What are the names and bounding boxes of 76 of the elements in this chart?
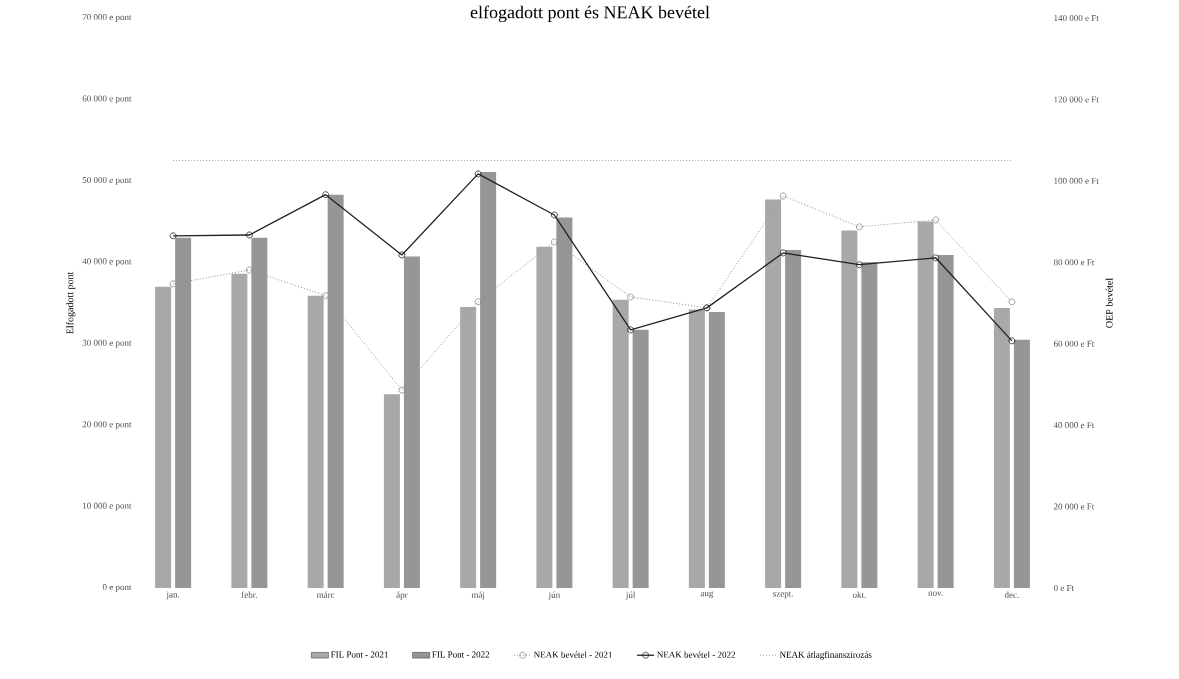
y2-tick-label: 60 000 e Ft: [1053, 340, 1095, 347]
bar: [765, 199, 782, 588]
bar: [785, 250, 802, 588]
point: [550, 211, 558, 219]
x-tick-label: júl: [625, 591, 636, 600]
y-tick-label: 70 000 e pont: [82, 14, 132, 22]
chart-title: elfogadott pont és NEAK bevétel: [470, 5, 710, 23]
y2-axis-title: OEP bevétel: [1105, 278, 1113, 328]
bar: [632, 329, 649, 588]
point: [169, 232, 177, 240]
bar: [708, 311, 725, 588]
y2-tick-label: 20 000 e Ft: [1053, 503, 1095, 510]
legend-label: FIL Pont - 2021: [330, 651, 388, 658]
point: [779, 249, 787, 257]
y-tick-label: 0 e pont: [102, 584, 132, 592]
point: [855, 261, 863, 269]
bar: [307, 295, 324, 588]
point: [627, 293, 635, 301]
bar: [937, 254, 954, 588]
bar: [688, 309, 705, 588]
legend-label: NEAK átlagfinanszírozás: [779, 651, 872, 660]
bar: [841, 230, 858, 588]
point: [855, 223, 863, 231]
point: [932, 216, 940, 224]
y-tick-label: 30 000 e pont: [82, 339, 132, 348]
x-tick-label: dec.: [1004, 591, 1019, 598]
x-tick-label: okt.: [852, 591, 866, 598]
bar: [612, 299, 629, 588]
point: [932, 254, 940, 262]
y-tick-label: 10 000 e pont: [83, 502, 132, 511]
x-tick-label: máj: [471, 591, 485, 600]
x-tick-label: nov.: [928, 591, 943, 596]
point: [474, 170, 482, 178]
point: [322, 292, 330, 300]
legend-label: NEAK bevétel - 2021: [533, 651, 612, 658]
bar: [231, 273, 248, 588]
legend-label: FIL Pont - 2022: [432, 651, 490, 658]
bar: [1013, 339, 1030, 588]
bar: [917, 221, 934, 588]
y2-tick-label: 40 000 e Ft: [1053, 422, 1095, 429]
point: [322, 191, 330, 199]
y2-tick-label: 80 000 e Ft: [1053, 259, 1095, 266]
y-tick-label: 60 000 e pont: [82, 95, 132, 104]
point: [1008, 337, 1016, 345]
bar: [861, 262, 878, 588]
bar: [536, 246, 553, 588]
y-axis-title: Elfogadott pont: [66, 271, 76, 334]
y2-tick-label: 100 000 e Ft: [1054, 177, 1099, 184]
x-tick-label: jan.: [166, 591, 180, 600]
point: [779, 192, 787, 200]
bar: [993, 307, 1010, 588]
y2-tick-label: 140 000 e Ft: [1054, 14, 1099, 22]
point: [398, 386, 406, 394]
point: [627, 326, 635, 334]
point: [474, 298, 482, 306]
point: [550, 238, 558, 246]
point: [245, 231, 253, 239]
point: [169, 280, 177, 288]
x-tick-label: aug: [700, 591, 714, 599]
y-tick-label: 40 000 e pont: [82, 258, 132, 267]
x-tick-label: ápr: [396, 591, 408, 600]
x-tick-label: jún: [548, 591, 560, 600]
y-tick-label: 50 000 e pont: [82, 176, 132, 185]
legend-label: NEAK bevétel - 2022: [657, 651, 736, 658]
x-tick-label: febr.: [241, 591, 257, 598]
y2-tick-label: 120 000 e Ft: [1054, 96, 1099, 103]
point: [398, 251, 406, 259]
point: [1008, 298, 1016, 306]
bar: [383, 394, 400, 588]
x-tick-label: szept.: [773, 591, 793, 599]
bar: [460, 307, 477, 588]
y-tick-label: 20 000 e pont: [82, 421, 132, 430]
point: [245, 266, 253, 274]
x-tick-label: márc: [316, 591, 335, 598]
y2-tick-label: 0 e Ft: [1053, 584, 1074, 592]
bar: [155, 286, 172, 588]
